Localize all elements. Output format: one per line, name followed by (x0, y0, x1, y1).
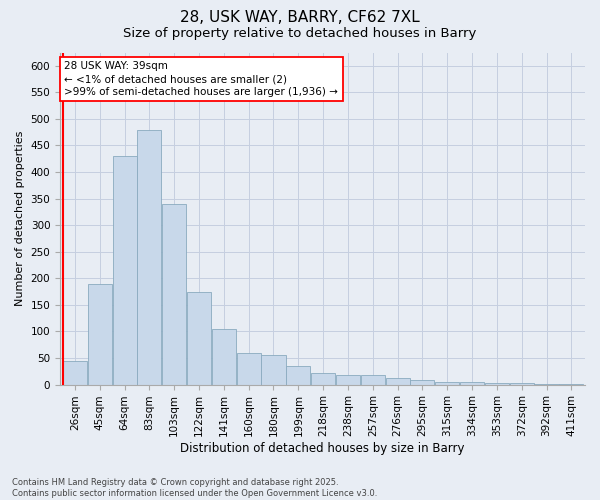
Bar (262, 356, 286, 384)
Text: 28, USK WAY, BARRY, CF62 7XL: 28, USK WAY, BARRY, CF62 7XL (180, 10, 420, 25)
Y-axis label: Number of detached properties: Number of detached properties (15, 131, 25, 306)
Bar (435, 382, 459, 384)
Text: 28 USK WAY: 39sqm
← <1% of detached houses are smaller (2)
>99% of semi-detached: 28 USK WAY: 39sqm ← <1% of detached hous… (64, 61, 338, 97)
Bar (187, 292, 211, 384)
Bar (336, 375, 360, 384)
Bar (162, 204, 186, 384)
Bar (113, 156, 137, 384)
Bar (485, 383, 509, 384)
Text: Contains HM Land Registry data © Crown copyright and database right 2025.
Contai: Contains HM Land Registry data © Crown c… (12, 478, 377, 498)
Bar (286, 366, 310, 384)
Bar (212, 329, 236, 384)
Bar (88, 284, 112, 384)
Bar (509, 383, 534, 384)
Bar (386, 378, 410, 384)
Bar (63, 360, 87, 384)
Bar (361, 375, 385, 384)
Bar (236, 352, 261, 384)
Bar (137, 130, 161, 384)
Text: Size of property relative to detached houses in Barry: Size of property relative to detached ho… (124, 28, 476, 40)
Bar (311, 373, 335, 384)
Bar (460, 382, 484, 384)
Bar (410, 380, 434, 384)
X-axis label: Distribution of detached houses by size in Barry: Distribution of detached houses by size … (180, 442, 465, 455)
